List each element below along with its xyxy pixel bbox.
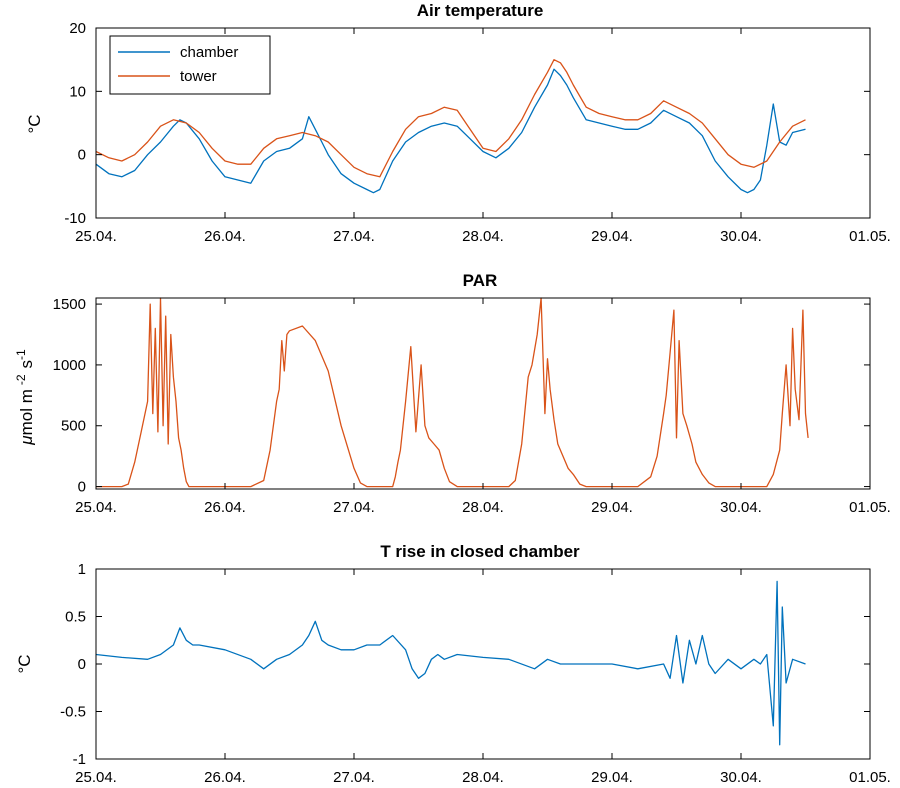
- series-line-series-0: [95, 580, 806, 746]
- y-axis-label-exp2: -1: [14, 349, 28, 360]
- series-line-series-0: [96, 297, 809, 488]
- x-tick-label: 01.05.: [849, 499, 891, 516]
- x-tick-label: 30.04.: [720, 499, 762, 516]
- series-line-chamber: [95, 68, 806, 194]
- x-tick-label: 29.04.: [591, 769, 633, 786]
- y-tick-label: -0.5: [60, 704, 86, 721]
- y-axis-label-unit: mol m: [17, 389, 36, 435]
- y-tick-label: 1500: [53, 296, 86, 313]
- x-tick-label: 26.04.: [204, 499, 246, 516]
- x-tick-label: 28.04.: [462, 769, 504, 786]
- x-tick-label: 27.04.: [333, 769, 375, 786]
- y-tick-label: 1: [78, 561, 86, 578]
- chart-title: PAR: [463, 271, 498, 290]
- plot-area: 25.04. 26.04. 27.04. 28.04. 29.04. 30.04. 01.0…: [64, 20, 891, 245]
- legend-label-tower: tower: [180, 68, 217, 85]
- y-tick-label: 0: [78, 147, 86, 164]
- x-tick-label: 25.04.: [75, 228, 117, 245]
- plot-area: 25.04. 26.04. 27.04. 28.04. 29.04. 30.04. 01.0…: [60, 561, 891, 786]
- x-tick-label: 28.04.: [462, 499, 504, 516]
- panel-t-rise: T rise in closed chamber 25.04. 26.04. 27.…: [15, 542, 891, 786]
- y-tick-label: 20: [69, 20, 86, 37]
- x-tick-label: 26.04.: [204, 769, 246, 786]
- x-tick-label: 26.04.: [204, 228, 246, 245]
- y-axis-label: μmol m -2 s-1: [14, 349, 36, 446]
- legend-label-chamber: chamber: [180, 44, 238, 61]
- y-tick-label: 500: [61, 418, 86, 435]
- legend-box: [109, 35, 271, 95]
- x-tick-label: 30.04.: [720, 228, 762, 245]
- series-line-tower: [95, 59, 806, 178]
- y-axis-label: °C: [15, 654, 34, 673]
- x-tick-label: 28.04.: [462, 228, 504, 245]
- x-tick-label: 27.04.: [333, 499, 375, 516]
- axes-box: [95, 568, 871, 760]
- x-tick-label: 30.04.: [720, 769, 762, 786]
- x-tick-label: 01.05.: [849, 769, 891, 786]
- chart-title: T rise in closed chamber: [380, 542, 580, 561]
- legend: chamber tower: [109, 35, 271, 95]
- chart-title: Air temperature: [417, 1, 544, 20]
- x-tick-label: 29.04.: [591, 228, 633, 245]
- y-axis-label-s: s: [17, 360, 36, 369]
- panel-air-temperature: Air temperature 25.04. 26.04. 27.04. 28.04.…: [25, 1, 891, 245]
- panel-par: PAR 25.04. 26.04. 27.04. 28.04. 29.04. 30.04.…: [14, 271, 891, 516]
- y-axis-label-mu: μ: [17, 435, 36, 446]
- y-axis-label-exp1: -2: [14, 374, 28, 385]
- y-axis-label: °C: [25, 114, 44, 133]
- x-tick-label: 25.04.: [75, 769, 117, 786]
- x-tick-label: 01.05.: [849, 228, 891, 245]
- y-tick-label: 0.5: [65, 609, 86, 626]
- axes-box: [95, 297, 871, 490]
- y-tick-label: 10: [69, 83, 86, 100]
- x-tick-label: 29.04.: [591, 499, 633, 516]
- y-tick-label: -10: [64, 210, 86, 227]
- y-tick-label: 0: [78, 479, 86, 496]
- plot-area: 25.04. 26.04. 27.04. 28.04. 29.04. 30.04. 01.0…: [53, 296, 891, 516]
- x-tick-label: 25.04.: [75, 499, 117, 516]
- x-tick-label: 27.04.: [333, 228, 375, 245]
- y-tick-label: 1000: [53, 357, 86, 374]
- y-tick-label: -1: [73, 751, 86, 768]
- y-tick-label: 0: [78, 656, 86, 673]
